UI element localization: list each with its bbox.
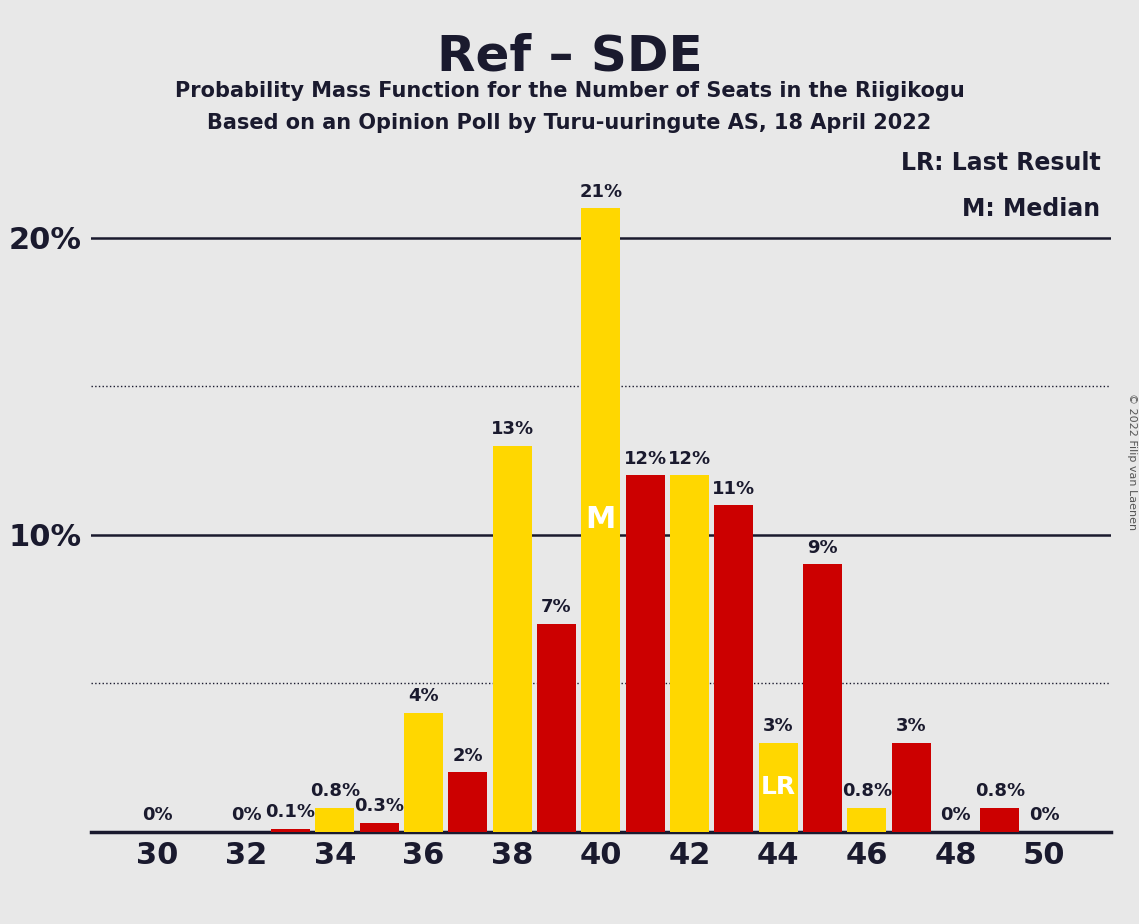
Text: 2%: 2% (452, 747, 483, 765)
Text: 11%: 11% (712, 480, 755, 498)
Bar (581, 208, 621, 832)
Text: LR: LR (761, 775, 796, 799)
Bar (316, 808, 354, 832)
Bar (493, 445, 532, 832)
Text: 21%: 21% (580, 183, 622, 201)
Text: Based on an Opinion Poll by Turu-uuringute AS, 18 April 2022: Based on an Opinion Poll by Turu-uuringu… (207, 113, 932, 133)
Text: 0.3%: 0.3% (354, 797, 404, 815)
Bar (625, 475, 665, 832)
Text: 9%: 9% (808, 539, 838, 557)
Text: 13%: 13% (491, 420, 534, 438)
Text: M: Median: M: Median (962, 197, 1100, 221)
Text: M: M (585, 505, 616, 534)
Text: 12%: 12% (667, 450, 711, 468)
Text: Ref – SDE: Ref – SDE (436, 32, 703, 80)
Text: 0%: 0% (231, 806, 262, 824)
Text: 0%: 0% (1029, 806, 1059, 824)
Text: 0.8%: 0.8% (975, 783, 1025, 800)
Text: 7%: 7% (541, 599, 572, 616)
Bar (892, 743, 931, 832)
Text: LR: Last Result: LR: Last Result (901, 152, 1100, 176)
Text: 0.8%: 0.8% (310, 783, 360, 800)
Bar (360, 822, 399, 832)
Bar (847, 808, 886, 832)
Text: 0.8%: 0.8% (842, 783, 892, 800)
Bar (271, 829, 310, 832)
Text: 3%: 3% (895, 717, 926, 736)
Bar (803, 565, 842, 832)
Bar (981, 808, 1019, 832)
Text: Probability Mass Function for the Number of Seats in the Riigikogu: Probability Mass Function for the Number… (174, 81, 965, 102)
Text: 4%: 4% (408, 687, 439, 705)
Text: 0%: 0% (940, 806, 970, 824)
Bar (536, 624, 576, 832)
Text: 0%: 0% (142, 806, 173, 824)
Bar (714, 505, 753, 832)
Bar (759, 743, 797, 832)
Text: © 2022 Filip van Laenen: © 2022 Filip van Laenen (1128, 394, 1137, 530)
Text: 12%: 12% (623, 450, 666, 468)
Text: 3%: 3% (763, 717, 794, 736)
Bar (670, 475, 708, 832)
Text: 0.1%: 0.1% (265, 803, 316, 821)
Bar (449, 772, 487, 832)
Bar (404, 712, 443, 832)
